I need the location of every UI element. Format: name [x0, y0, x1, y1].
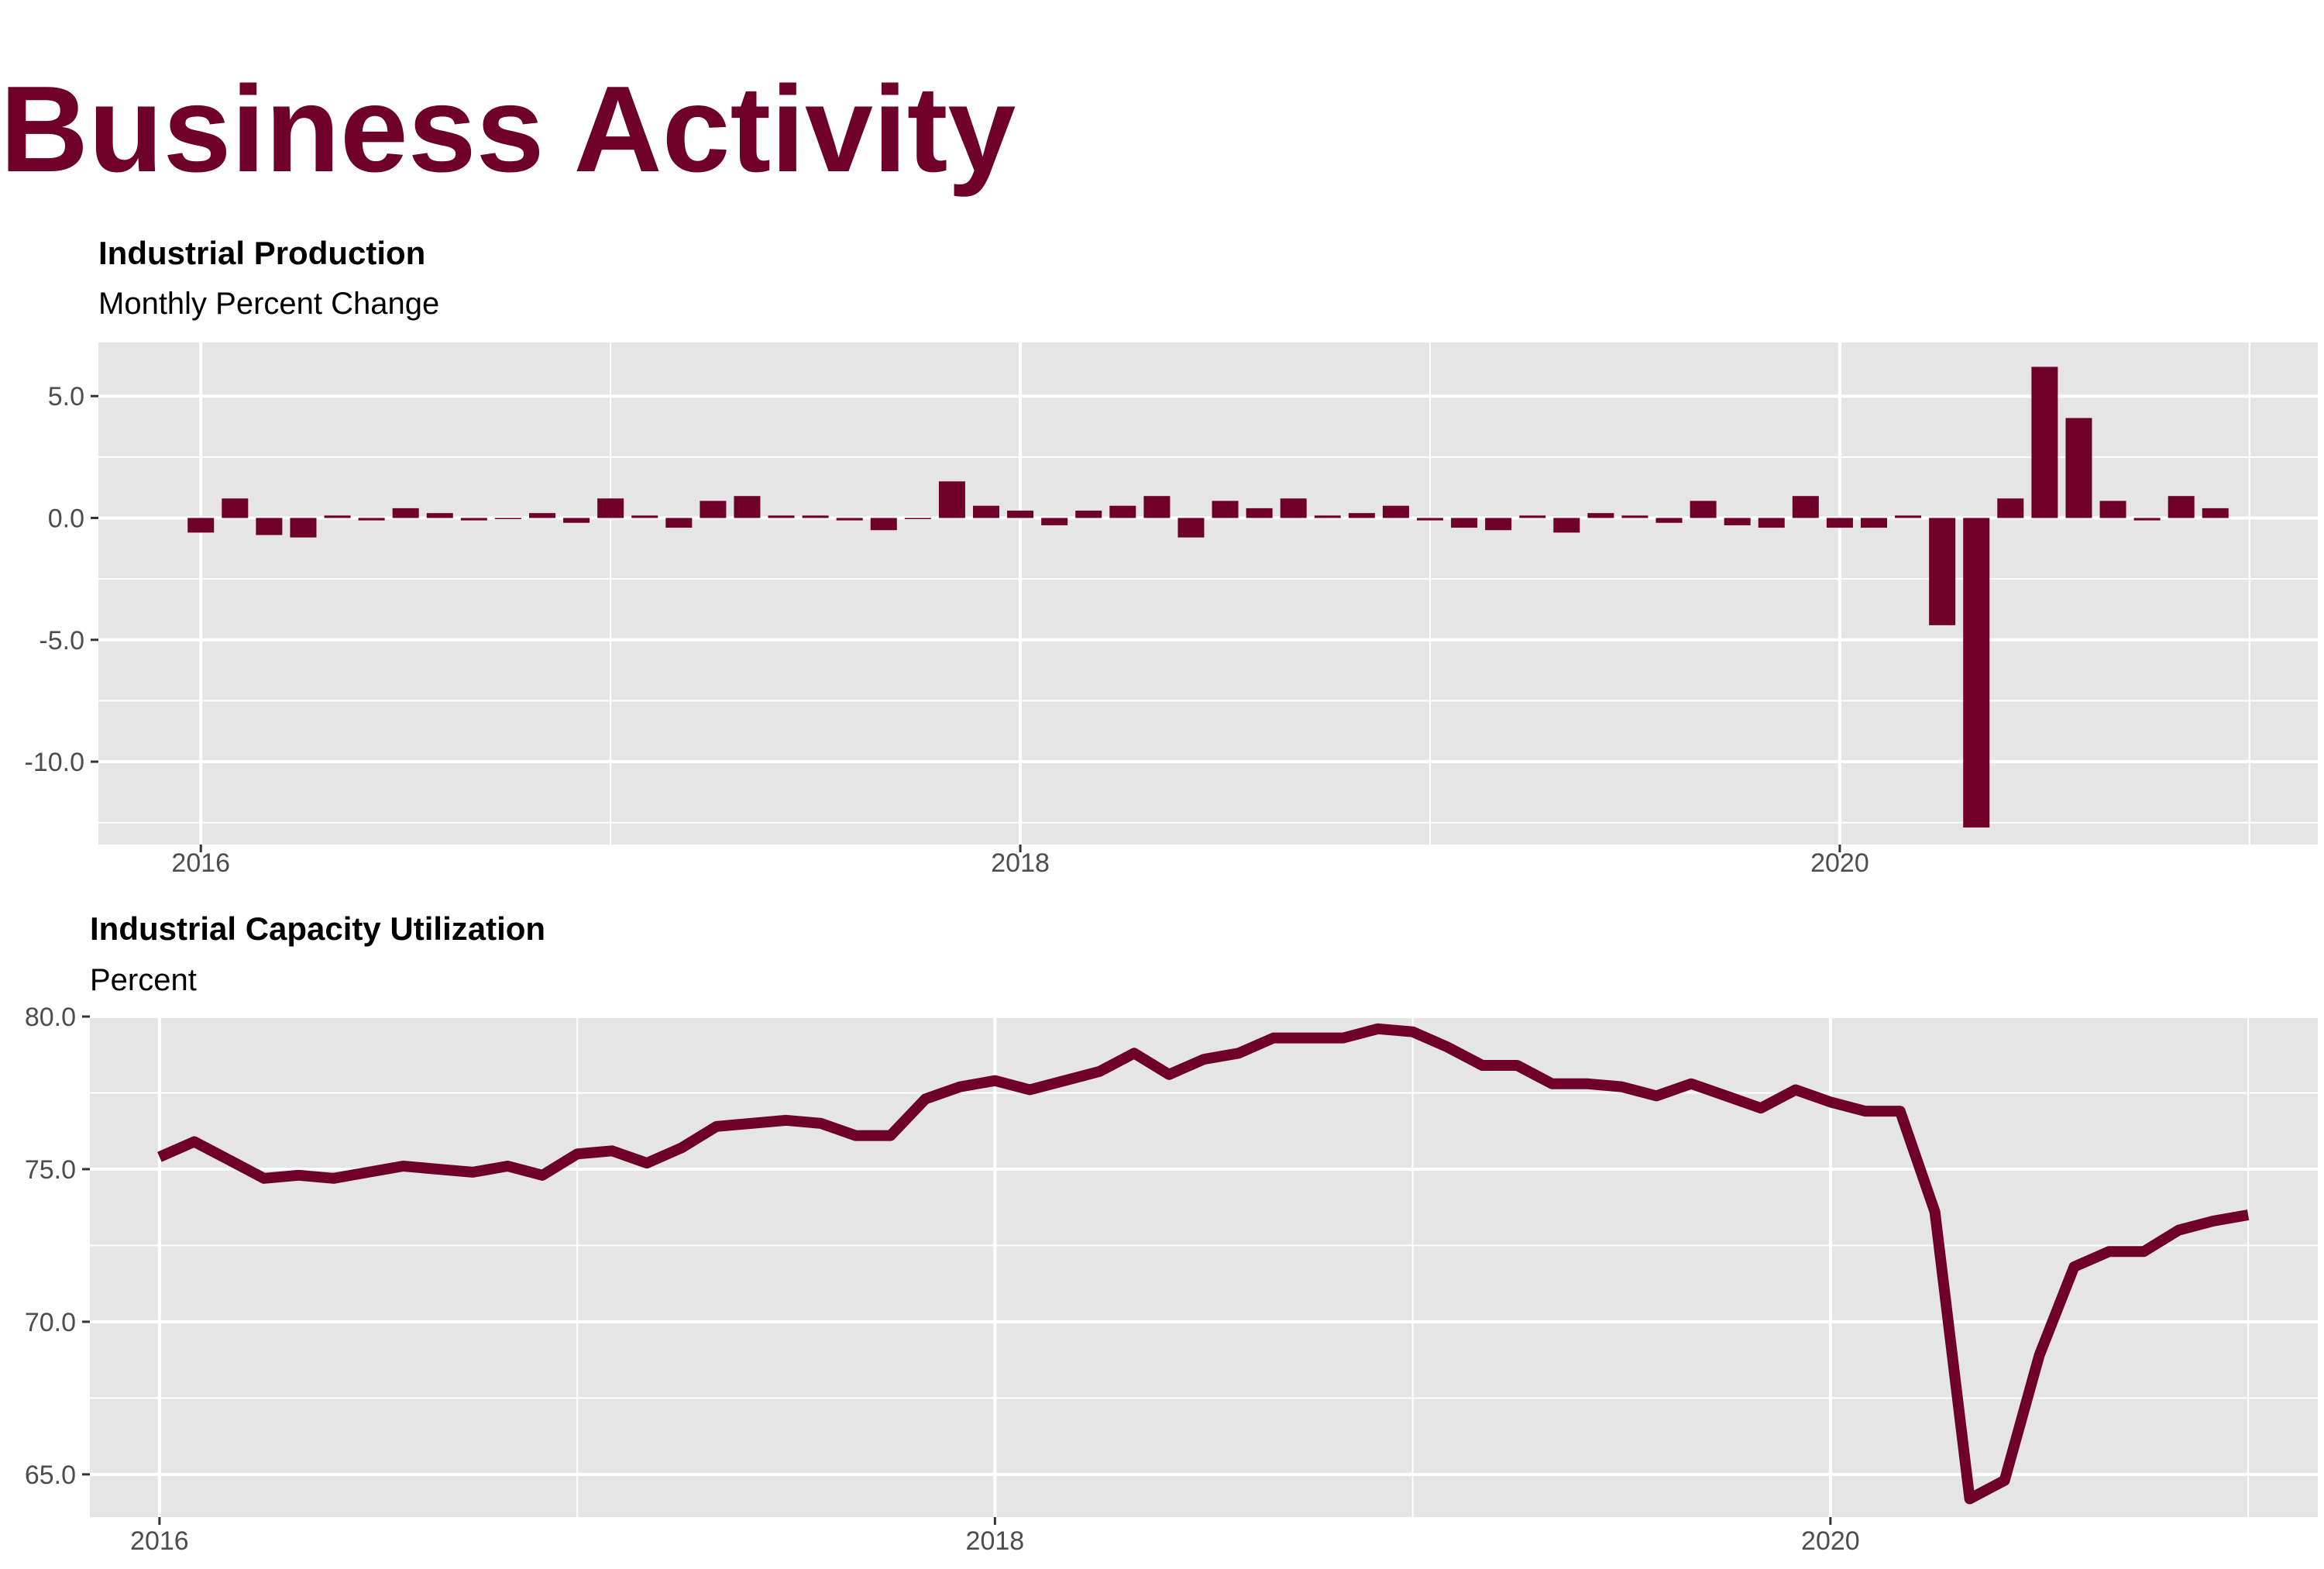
bar: [1997, 498, 2024, 518]
bar: [563, 518, 590, 523]
bar: [1314, 515, 1341, 518]
bar: [1212, 501, 1239, 518]
bar: [392, 508, 419, 518]
series-line: [157, 1023, 2250, 1505]
bar: [870, 518, 897, 531]
bar: [973, 505, 999, 518]
chart-subtitle-industrial-production: Monthly Percent Change: [98, 287, 440, 321]
bar: [2099, 501, 2126, 518]
bar: [700, 501, 727, 518]
bar: [358, 518, 385, 521]
bar: [1963, 518, 1990, 828]
bar: [938, 481, 965, 518]
bar: [904, 518, 931, 519]
y-tick-label: 70.0: [25, 1308, 76, 1337]
bar: [1109, 505, 1136, 518]
bar: [597, 498, 624, 518]
x-tick-label: 2020: [1801, 1526, 1860, 1556]
bar: [1621, 515, 1648, 518]
bar: [1861, 518, 1887, 528]
bar: [1895, 515, 1922, 518]
bar: [1280, 498, 1307, 518]
chart-title-capacity-utilization: Industrial Capacity Utilization: [90, 910, 546, 947]
x-tick-label: 2018: [966, 1526, 1025, 1556]
y-tick-label: 0.0: [48, 504, 84, 533]
capacity-utilization-line-chart: 80.0 75.0 70.0 65.0 2016 2018 2020: [25, 1003, 2318, 1556]
bar: [1929, 518, 1956, 625]
plot-panel: [90, 1017, 2318, 1517]
bar: [1792, 496, 1819, 518]
y-tick-label: 75.0: [25, 1155, 76, 1185]
bar: [631, 515, 658, 518]
bar: [187, 518, 215, 533]
bar: [460, 518, 487, 521]
bar: [1587, 513, 1614, 518]
bar: [2168, 496, 2195, 518]
page-title: Business Activity: [0, 61, 1016, 198]
bar: [1451, 518, 1478, 528]
chart-subtitle-capacity-utilization: Percent: [90, 963, 197, 997]
bar: [768, 515, 795, 518]
bar: [2202, 508, 2229, 518]
x-tick-label: 2016: [171, 848, 230, 878]
bar: [1143, 496, 1171, 518]
bar: [1348, 513, 1375, 518]
bar: [1417, 518, 1443, 521]
bar: [529, 513, 555, 518]
bar: [1826, 518, 1853, 528]
bar: [1246, 508, 1273, 518]
y-tick-label: -5.0: [39, 626, 84, 655]
bar: [1075, 511, 1102, 518]
bar: [1519, 515, 1546, 518]
bar: [1690, 501, 1717, 518]
x-tick-label: 2020: [1810, 848, 1869, 878]
bar: [802, 515, 829, 518]
industrial-production-bar-chart: 5.0 0.0 -5.0 -10.0 2016 2018 2020: [25, 342, 2318, 878]
y-tick-label: -10.0: [25, 748, 85, 777]
y-tick-label: 80.0: [25, 1003, 76, 1032]
bar: [1007, 511, 1034, 518]
chart-title-industrial-production: Industrial Production: [98, 235, 426, 271]
bar: [2031, 366, 2058, 518]
bar: [426, 513, 453, 518]
bar: [1177, 518, 1205, 538]
bar: [1553, 518, 1580, 533]
bar: [1655, 518, 1683, 523]
bar: [836, 518, 863, 521]
bar: [256, 518, 283, 535]
y-tick-label: 65.0: [25, 1461, 76, 1490]
bar: [222, 498, 249, 518]
bar: [665, 518, 693, 528]
bar: [1758, 518, 1785, 528]
bar: [494, 518, 521, 519]
bar: [324, 515, 351, 518]
bar: [1382, 505, 1409, 518]
bar: [2133, 518, 2161, 521]
bar: [290, 518, 317, 538]
bar: [2065, 418, 2092, 518]
bar: [1724, 518, 1751, 525]
x-tick-label: 2018: [991, 848, 1050, 878]
y-tick-label: 5.0: [48, 382, 84, 411]
bar: [1041, 518, 1068, 525]
bar: [1485, 518, 1512, 531]
bar: [734, 496, 761, 518]
x-tick-label: 2016: [130, 1526, 189, 1556]
